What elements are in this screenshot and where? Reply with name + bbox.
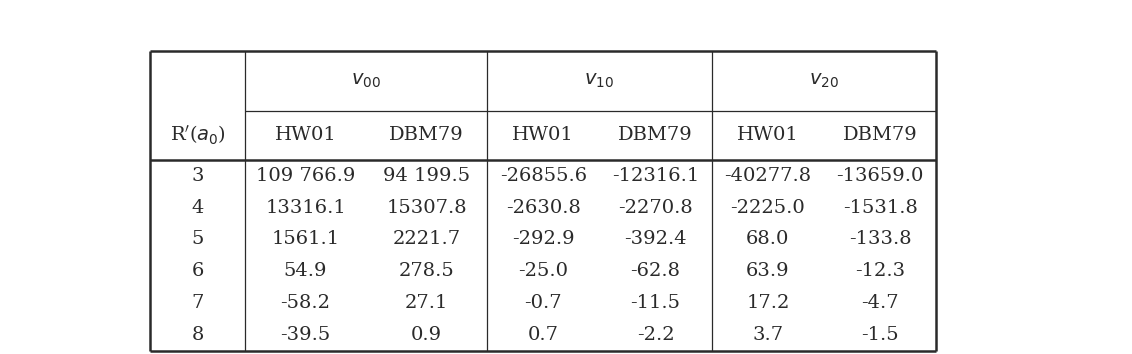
Text: 17.2: 17.2 [746, 294, 790, 312]
Text: DBM79: DBM79 [618, 126, 693, 144]
Text: -2.2: -2.2 [637, 326, 675, 344]
Text: R$'$($a_0$): R$'$($a_0$) [170, 124, 225, 147]
Text: 2221.7: 2221.7 [393, 230, 461, 249]
Text: -2225.0: -2225.0 [730, 199, 805, 217]
Text: 278.5: 278.5 [398, 262, 454, 280]
Text: -0.7: -0.7 [524, 294, 563, 312]
Text: 94 199.5: 94 199.5 [383, 167, 470, 185]
Text: 6: 6 [191, 262, 204, 280]
Text: 0.9: 0.9 [411, 326, 443, 344]
Text: -2270.8: -2270.8 [618, 199, 693, 217]
Text: $v_{00}$: $v_{00}$ [351, 72, 381, 90]
Text: -39.5: -39.5 [281, 326, 331, 344]
Text: 0.7: 0.7 [528, 326, 559, 344]
Text: -58.2: -58.2 [281, 294, 331, 312]
Text: -133.8: -133.8 [849, 230, 911, 249]
Text: -11.5: -11.5 [631, 294, 680, 312]
Text: 27.1: 27.1 [405, 294, 448, 312]
Text: $v_{20}$: $v_{20}$ [809, 72, 839, 90]
Text: -2630.8: -2630.8 [506, 199, 581, 217]
Text: 5: 5 [191, 230, 204, 249]
Text: -292.9: -292.9 [512, 230, 575, 249]
Text: -392.4: -392.4 [624, 230, 687, 249]
Text: 3.7: 3.7 [753, 326, 783, 344]
Text: 63.9: 63.9 [746, 262, 790, 280]
Text: -25.0: -25.0 [518, 262, 568, 280]
Text: -62.8: -62.8 [631, 262, 680, 280]
Text: HW01: HW01 [275, 126, 336, 144]
Text: 3: 3 [191, 167, 204, 185]
Text: -12316.1: -12316.1 [612, 167, 700, 185]
Text: -1.5: -1.5 [861, 326, 899, 344]
Text: HW01: HW01 [737, 126, 799, 144]
Text: DBM79: DBM79 [389, 126, 464, 144]
Text: 13316.1: 13316.1 [265, 199, 346, 217]
Text: 1561.1: 1561.1 [272, 230, 340, 249]
Text: 7: 7 [191, 294, 204, 312]
Text: -26855.6: -26855.6 [499, 167, 586, 185]
Text: 109 766.9: 109 766.9 [256, 167, 355, 185]
Text: 8: 8 [191, 326, 204, 344]
Text: 68.0: 68.0 [746, 230, 790, 249]
Text: -1531.8: -1531.8 [842, 199, 918, 217]
Text: -40277.8: -40277.8 [724, 167, 812, 185]
Text: -13659.0: -13659.0 [837, 167, 924, 185]
Text: 4: 4 [191, 199, 204, 217]
Text: -4.7: -4.7 [861, 294, 899, 312]
Text: $v_{10}$: $v_{10}$ [584, 72, 615, 90]
Text: 54.9: 54.9 [284, 262, 327, 280]
Text: HW01: HW01 [513, 126, 574, 144]
Text: DBM79: DBM79 [843, 126, 918, 144]
Text: -12.3: -12.3 [855, 262, 906, 280]
Text: 15307.8: 15307.8 [386, 199, 466, 217]
